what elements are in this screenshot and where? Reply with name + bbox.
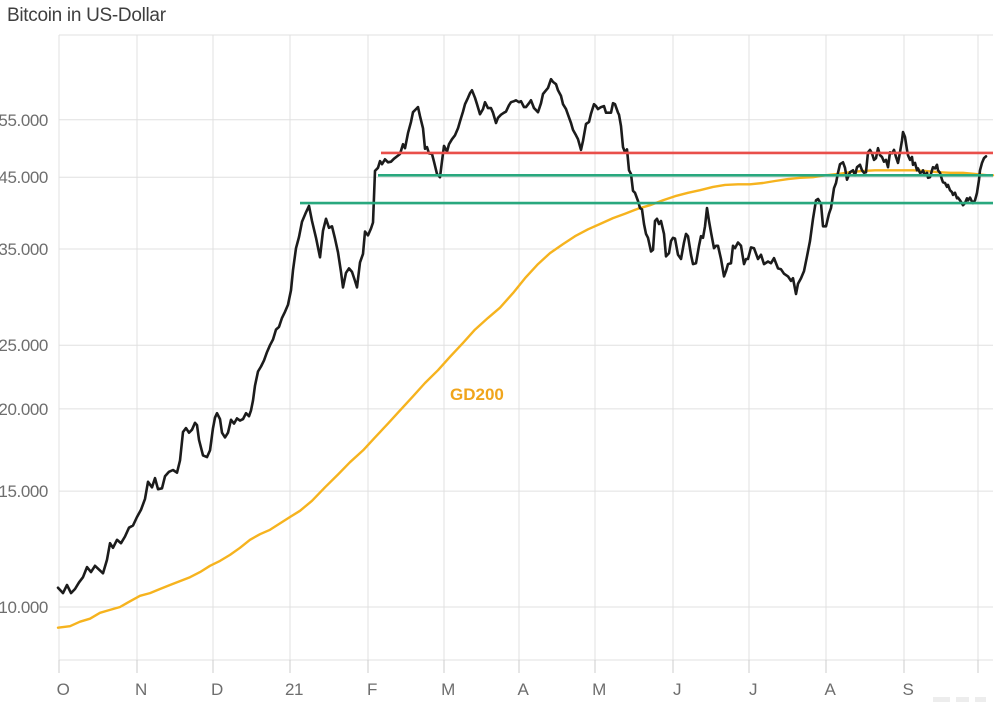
gd200-label: GD200 xyxy=(450,385,504,404)
y-axis-tick-label: 35.000 xyxy=(0,240,48,259)
x-axis-tick-label: M xyxy=(441,680,455,699)
x-axis-tick-label: S xyxy=(903,680,914,699)
x-axis-tick-label: 21 xyxy=(285,680,303,699)
watermark-fragment xyxy=(975,697,986,702)
watermark-fragment xyxy=(933,697,950,702)
x-axis-tick-label: O xyxy=(57,680,70,699)
x-axis-tick-label: F xyxy=(367,680,377,699)
y-axis-tick-label: 10.000 xyxy=(0,598,48,617)
bitcoin-price-line xyxy=(56,77,988,595)
y-axis-tick-label: 55.000 xyxy=(0,111,48,130)
x-axis-tick-label: A xyxy=(518,680,530,699)
plot-area: 55.000 45.000 35.000 25.000 20.000 15.000 10.0… xyxy=(0,34,995,699)
y-axis-tick-label: 25.000 xyxy=(0,336,48,355)
x-axis-tick-label: M xyxy=(592,680,606,699)
x-axis-tick-label: A xyxy=(825,680,837,699)
watermark-fragment xyxy=(956,697,969,702)
watermark-fragment xyxy=(933,697,986,702)
chart-title: Bitcoin in US-Dollar xyxy=(7,5,167,26)
x-axis-tick-label: N xyxy=(135,680,147,699)
x-axis-tick-label: D xyxy=(211,680,223,699)
x-axis-tick-label: J xyxy=(673,680,681,699)
y-axis-tick-label: 45.000 xyxy=(0,168,48,187)
gd200-line xyxy=(56,169,995,629)
y-axis-tick-label: 20.000 xyxy=(0,400,48,419)
y-axis-tick-label: 15.000 xyxy=(0,482,48,501)
x-axis-tick-label: J xyxy=(749,680,757,699)
